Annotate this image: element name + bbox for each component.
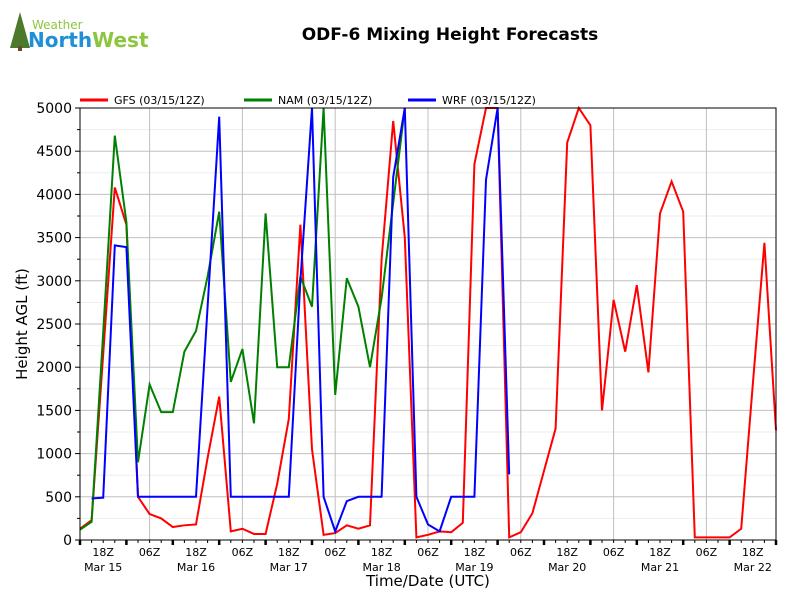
x-tick-label: 06Z	[510, 546, 532, 559]
x-date-label: Mar 17	[270, 561, 308, 574]
x-date-label: Mar 21	[641, 561, 679, 574]
x-tick-label: 18Z	[185, 546, 207, 559]
x-tick-label: 06Z	[324, 546, 346, 559]
x-date-label: Mar 16	[177, 561, 215, 574]
x-axis-label: Time/Date (UTC)	[365, 572, 490, 590]
x-tick-label: 18Z	[742, 546, 764, 559]
y-tick-label: 0	[63, 533, 72, 549]
x-tick-label: 18Z	[92, 546, 114, 559]
y-tick-label: 3000	[36, 274, 72, 290]
x-date-label: Mar 19	[455, 561, 493, 574]
chart-title: ODF-6 Mixing Height Forecasts	[301, 25, 599, 45]
series-line-gfs	[79, 105, 777, 539]
y-tick-label: 4000	[36, 187, 72, 203]
legend-label: GFS (03/15/12Z)	[114, 94, 205, 107]
tree-icon	[10, 12, 30, 51]
x-tick-label: 06Z	[417, 546, 439, 559]
x-tick-label: 18Z	[464, 546, 486, 559]
x-tick-label: 18Z	[371, 546, 393, 559]
plot-frame	[79, 107, 777, 541]
x-date-label: Mar 18	[362, 561, 400, 574]
x-tick-label: 18Z	[278, 546, 300, 559]
y-tick-label: 500	[45, 490, 72, 506]
x-tick-label: 18Z	[556, 546, 578, 559]
y-tick-label: 1500	[36, 403, 72, 419]
series-line-nam	[79, 107, 406, 531]
y-tick-label: 2000	[36, 360, 72, 376]
x-date-label: Mar 22	[734, 561, 772, 574]
legend-label: NAM (03/15/12Z)	[278, 94, 372, 107]
x-tick-label: 06Z	[603, 546, 625, 559]
y-axis-label: Height AGL (ft)	[13, 268, 31, 380]
weather-northwest-logo: Weather NorthWest	[6, 10, 149, 55]
legend-label: WRF (03/15/12Z)	[442, 94, 536, 107]
x-date-label: Mar 20	[548, 561, 586, 574]
y-tick-label: 2500	[36, 317, 72, 333]
y-tick-label: 1000	[36, 447, 72, 463]
x-tick-label: 06Z	[696, 546, 718, 559]
x-date-label: Mar 15	[84, 561, 122, 574]
y-tick-label: 5000	[36, 101, 72, 117]
series-line-wrf	[91, 107, 511, 535]
y-tick-label: 3500	[36, 231, 72, 247]
y-tick-label: 4500	[36, 144, 72, 160]
x-tick-label: 06Z	[232, 546, 254, 559]
x-tick-label: 18Z	[649, 546, 671, 559]
x-tick-label: 06Z	[139, 546, 161, 559]
